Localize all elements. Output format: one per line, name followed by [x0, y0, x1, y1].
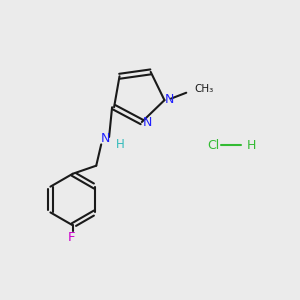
Text: N: N: [165, 93, 175, 106]
Text: N: N: [100, 132, 110, 146]
Text: N: N: [142, 116, 152, 130]
Text: Cl: Cl: [207, 139, 219, 152]
Text: H: H: [247, 139, 256, 152]
Text: H: H: [116, 138, 124, 152]
Text: CH₃: CH₃: [194, 84, 213, 94]
Text: F: F: [68, 231, 76, 244]
